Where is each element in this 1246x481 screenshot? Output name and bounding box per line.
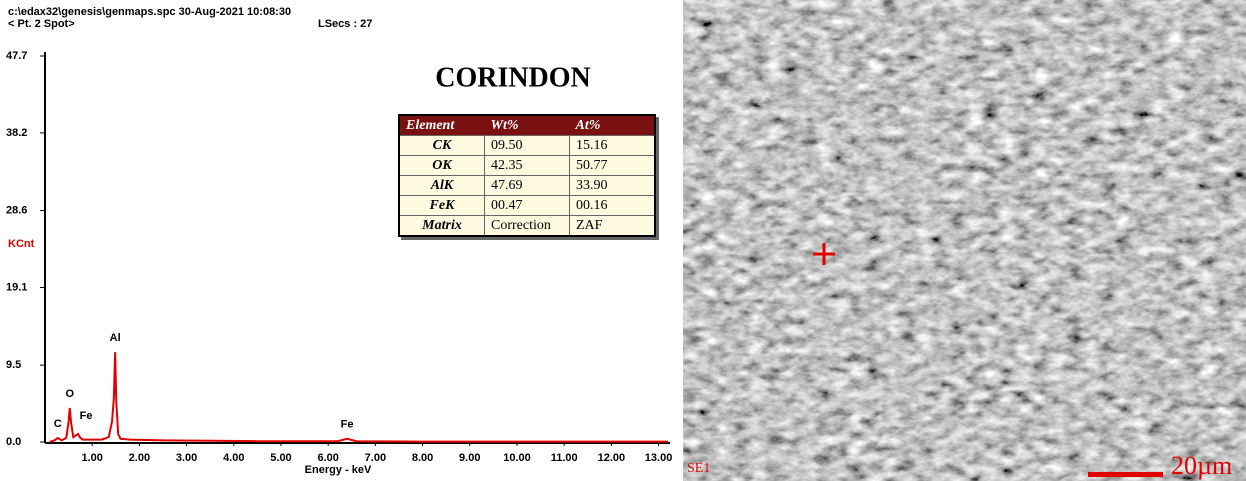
mode-label: SE1 xyxy=(687,461,710,476)
table-cell: 09.50 xyxy=(484,135,570,156)
table-cell: Element xyxy=(399,115,485,136)
peak-label: Fe xyxy=(341,419,354,431)
scale-label: 20µm xyxy=(1171,451,1232,480)
x-tick-label: 4.00 xyxy=(223,452,244,464)
x-tick-label: 6.00 xyxy=(317,452,338,464)
table-row: Element Wt% At% xyxy=(399,115,655,136)
table-cell: 00.16 xyxy=(569,195,656,216)
x-tick-label: 5.00 xyxy=(270,452,291,464)
table-cell: Wt% xyxy=(484,115,570,136)
peak-label: Al xyxy=(110,332,121,344)
x-axis-label: Energy - keV xyxy=(305,464,372,476)
results-table: Element Wt% At% CK 09.50 15.16 OK 42.35 50.77 AlK… xyxy=(398,114,656,237)
x-tick-label: 10.00 xyxy=(503,452,531,464)
table-row: Matrix Correction ZAF xyxy=(398,215,656,237)
spot-marker xyxy=(813,243,835,265)
table-cell: 47.69 xyxy=(484,175,570,196)
y-tick-label: 28.6 xyxy=(6,204,27,216)
file-info: c:\edax32\genesis\genmaps.spc 30-Aug-202… xyxy=(8,6,291,18)
spectrum-line xyxy=(49,352,668,443)
table-row: OK 42.35 50.77 xyxy=(398,155,656,176)
table-cell: OK xyxy=(398,155,485,176)
table-row: CK 09.50 15.16 xyxy=(398,135,656,156)
x-tick-label: 11.00 xyxy=(551,452,578,464)
micrograph xyxy=(683,0,1246,481)
table-cell: Matrix xyxy=(398,215,485,237)
table-row: FeK 00.47 00.16 xyxy=(398,195,656,216)
chart-title: CORINDON xyxy=(435,62,591,93)
x-tick-label: 8.00 xyxy=(412,452,433,464)
x-tick-label: 12.00 xyxy=(598,452,626,464)
x-tick-label: 1.00 xyxy=(81,452,102,464)
y-tick-label: 9.5 xyxy=(6,359,21,371)
scale-bar xyxy=(1088,472,1163,477)
y-tick-label: 0.0 xyxy=(6,436,21,448)
table-cell: 15.16 xyxy=(569,135,656,156)
sem-image: SE1 20µm xyxy=(683,0,1246,481)
table-cell: ZAF xyxy=(569,215,656,237)
table-cell: 50.77 xyxy=(569,155,656,176)
table-cell: AlK xyxy=(398,175,485,196)
x-tick-label: 2.00 xyxy=(129,452,150,464)
x-tick-label: 13.00 xyxy=(645,452,673,464)
table-cell: FeK xyxy=(398,195,485,216)
y-tick-label: 47.7 xyxy=(6,50,27,62)
peak-label: Fe xyxy=(80,410,93,422)
y-tick-label: 38.2 xyxy=(6,127,27,139)
table-cell: 42.35 xyxy=(484,155,570,176)
x-tick-label: 7.00 xyxy=(365,452,386,464)
x-tick-label: 3.00 xyxy=(176,452,197,464)
table-row: AlK 47.69 33.90 xyxy=(398,175,656,196)
table-cell: 00.47 xyxy=(484,195,570,216)
x-tick-label: 9.00 xyxy=(459,452,480,464)
table-cell: At% xyxy=(569,115,655,136)
table-cell: CK xyxy=(398,135,485,156)
spot-info: < Pt. 2 Spot> xyxy=(8,18,75,30)
lsecs: LSecs : 27 xyxy=(318,18,372,30)
y-tick-label: 19.1 xyxy=(6,281,27,293)
spectrum-chart: c:\edax32\genesis\genmaps.spc 30-Aug-202… xyxy=(6,6,673,476)
peak-label: C xyxy=(54,418,62,430)
table-cell: 33.90 xyxy=(569,175,656,196)
peak-label: O xyxy=(65,388,74,400)
table-cell: Correction xyxy=(484,215,570,237)
y-axis-label: KCnt xyxy=(8,238,35,250)
